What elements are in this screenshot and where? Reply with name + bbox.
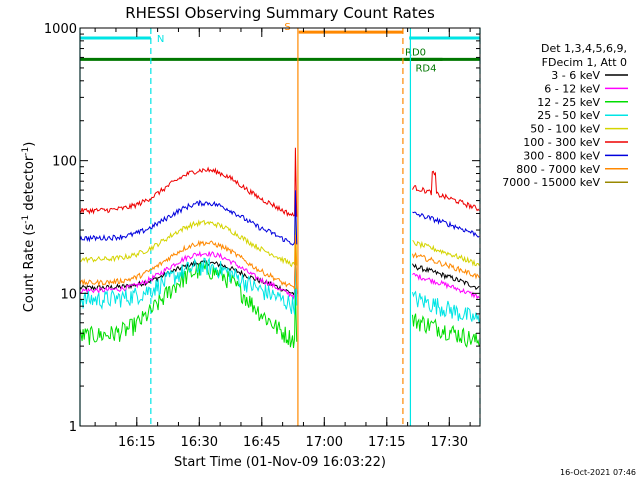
flag-label: RD4	[415, 63, 436, 74]
flag-label: N	[157, 34, 164, 45]
y-axis: 1 10 100 1000	[44, 22, 480, 435]
series-line-post	[412, 211, 480, 238]
y-axis-label-main: Count Rate (s	[22, 224, 37, 313]
x-tick-label: 16:15	[118, 435, 155, 450]
series-line-post	[412, 313, 480, 348]
legend-label: 100 - 300 keV	[523, 136, 600, 149]
y-axis-label-sup2: -1	[21, 147, 31, 156]
time-markers	[79, 28, 481, 426]
series-line-pre	[79, 211, 298, 268]
series-line-post	[412, 170, 480, 212]
series-line-pre	[79, 260, 298, 348]
legend-label: 800 - 7000 keV	[516, 163, 600, 176]
series-line-pre	[79, 234, 298, 290]
y-tick-label: 10	[60, 287, 77, 302]
series-line-post	[412, 263, 480, 291]
series-line-post	[412, 251, 480, 280]
y-axis-label-end: )	[22, 142, 37, 147]
series-line-post	[412, 290, 480, 324]
series-line-pre	[79, 190, 298, 246]
plot-frame	[79, 27, 481, 427]
legend-label: 300 - 800 keV	[523, 149, 600, 162]
legend-label: 25 - 50 keV	[537, 109, 600, 122]
legend-label: 6 - 12 keV	[544, 82, 600, 95]
series-line-pre	[79, 147, 298, 218]
y-axis-label-rest: detector	[22, 155, 37, 215]
y-tick-label: 100	[52, 155, 77, 170]
x-tick-label: 16:30	[181, 435, 218, 450]
legend-header-line2: FDecim 1, Att 0	[542, 56, 627, 69]
series-line-post	[412, 240, 480, 267]
chart-title: RHESSI Observing Summary Count Rates	[125, 4, 435, 22]
legend: Det 1,3,4,5,6,9, FDecim 1, Att 0 3 - 6 k…	[502, 42, 628, 189]
legend-label: 3 - 6 keV	[551, 69, 600, 82]
timestamp: 16-Oct-2021 07:46	[560, 468, 636, 477]
legend-label: 7000 - 15000 keV	[502, 176, 600, 189]
series-line-post	[412, 272, 480, 300]
x-tick-label: 17:15	[368, 435, 405, 450]
y-axis-label-sup: -1	[21, 215, 31, 224]
legend-header-line1: Det 1,3,4,5,6,9,	[541, 42, 627, 55]
x-axis: 16:15 16:30 16:45 17:00 17:15 17:30	[94, 28, 471, 450]
series-line-pre	[79, 242, 298, 300]
y-tick-label: 1000	[44, 22, 77, 37]
x-tick-label: 16:45	[243, 435, 280, 450]
legend-label: 50 - 100 keV	[530, 123, 600, 136]
y-tick-label: 1	[69, 420, 77, 435]
x-tick-label: 17:00	[306, 435, 343, 450]
y-axis-label: Count Rate (s-1 detector-1)	[21, 142, 37, 313]
legend-label: 12 - 25 keV	[537, 96, 600, 109]
flag-label: RD0	[405, 47, 426, 58]
x-axis-label: Start Time (01-Nov-09 16:03:22)	[174, 455, 386, 470]
series-lines	[79, 147, 480, 348]
x-tick-label: 17:30	[431, 435, 468, 450]
series-line-pre	[79, 251, 298, 315]
